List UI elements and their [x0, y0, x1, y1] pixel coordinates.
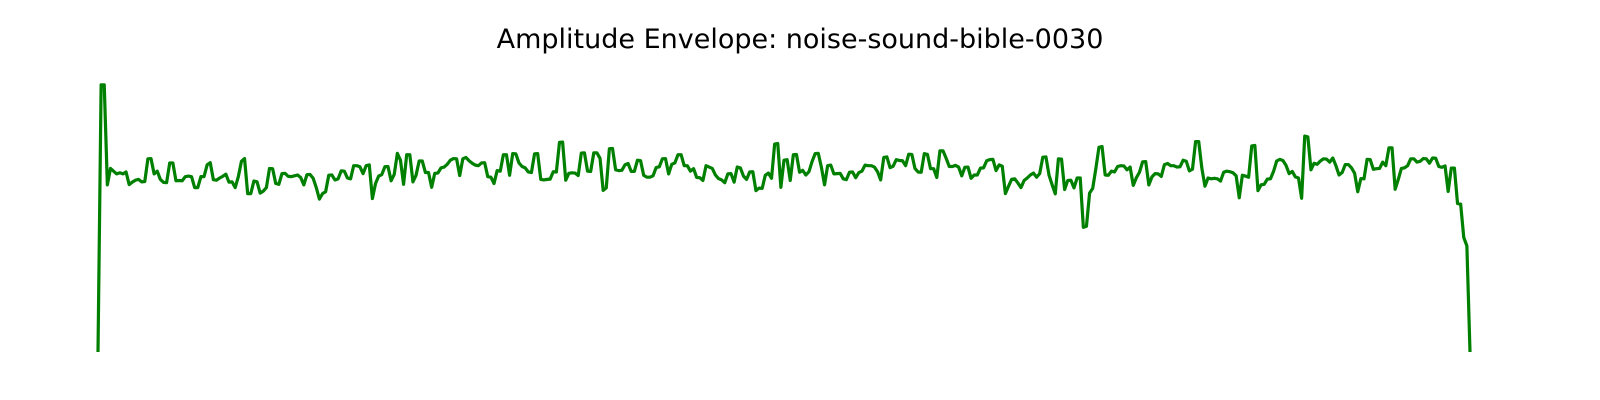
chart-title: Amplitude Envelope: noise-sound-bible-00…	[496, 24, 1104, 55]
envelope-line-series-0	[96, 83, 1472, 353]
